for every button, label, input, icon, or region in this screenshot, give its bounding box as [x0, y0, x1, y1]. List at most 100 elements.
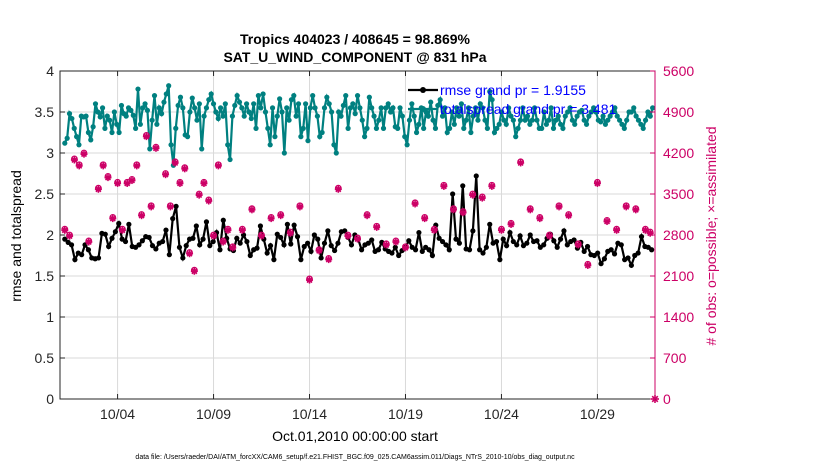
totalspread-point	[362, 134, 368, 140]
totalspread-point	[520, 105, 526, 111]
cross-stroke	[167, 203, 174, 210]
totalspread-point	[548, 105, 554, 111]
right-y-tick-label: 700	[663, 350, 687, 366]
rmse-point	[234, 235, 240, 241]
right-y-tick-label: 2100	[663, 268, 694, 284]
totalspread-point	[567, 105, 573, 111]
obs-assimilated-marker	[99, 162, 107, 170]
totalspread-point	[234, 93, 240, 99]
totalspread-point	[140, 105, 146, 111]
right-y-axis-label: # of obs: o=possible; ×=assimilated	[703, 126, 719, 345]
rmse-point	[109, 235, 115, 241]
totalspread-point	[69, 115, 75, 122]
totalspread-point	[583, 121, 590, 127]
totalspread-point	[565, 109, 571, 115]
x-tick-label: 10/04	[100, 406, 135, 422]
rmse-point	[551, 238, 557, 244]
rmse-point	[564, 242, 570, 248]
obs-assimilated-marker	[373, 223, 381, 231]
rmse-point	[122, 238, 129, 245]
obs-assimilated-marker	[248, 206, 256, 214]
totalspread-point	[243, 101, 250, 107]
totalspread-point	[522, 117, 528, 123]
totalspread-point	[366, 94, 372, 100]
cross-stroke	[100, 162, 107, 169]
totalspread-point	[616, 117, 623, 123]
rmse-point	[217, 247, 223, 253]
right-y-tick-label: 0	[663, 391, 671, 407]
rmse-point	[446, 247, 452, 253]
totalspread-point	[574, 113, 580, 119]
cross-stroke	[186, 250, 193, 257]
rmse-point	[116, 220, 122, 227]
cross-stroke	[229, 244, 236, 251]
obs-assimilated-marker	[459, 209, 467, 217]
totalspread-point	[128, 107, 134, 113]
cross-stroke	[335, 186, 342, 193]
obs-assimilated-marker	[325, 256, 333, 264]
cross-stroke	[172, 159, 179, 166]
totalspread-point	[527, 121, 533, 127]
cross-stroke	[205, 198, 212, 205]
obs-assimilated-marker	[128, 177, 136, 185]
totalspread-point	[104, 113, 110, 119]
x-tick-label: 10/19	[388, 406, 423, 422]
right-y-tick-label: 1400	[663, 309, 694, 325]
obs-assimilated-marker	[80, 150, 88, 158]
obs-assimilated-marker	[277, 212, 285, 220]
cross-stroke	[508, 221, 515, 228]
obs-assimilated-marker	[142, 133, 150, 141]
totalspread-point	[588, 109, 594, 115]
totalspread-point	[534, 117, 540, 123]
rmse-point	[352, 232, 358, 238]
obs-assimilated-marker	[114, 179, 122, 187]
rmse-point	[72, 257, 78, 263]
totalspread-point	[156, 105, 162, 111]
rmse-point	[85, 247, 92, 253]
rmse-point	[288, 241, 294, 247]
totalspread-point	[66, 111, 73, 117]
cross-stroke	[152, 145, 159, 152]
obs-assimilated-marker	[469, 191, 477, 199]
rmse-point	[453, 236, 459, 242]
totalspread-point	[118, 102, 125, 109]
obs-assimilated-marker	[306, 276, 314, 284]
left-y-tick-label: 2	[46, 227, 54, 243]
totalspread-point	[463, 117, 469, 123]
totalspread-point	[298, 134, 304, 140]
x-axis-label: Oct.01,2010 00:00:00 start	[272, 428, 438, 444]
totalspread-point	[90, 124, 96, 130]
rmse-point	[149, 243, 156, 249]
totalspread-point	[206, 97, 212, 103]
rmse-point	[160, 238, 166, 245]
cross-stroke	[109, 215, 116, 222]
totalspread-point	[284, 105, 290, 111]
totalspread-point	[586, 113, 592, 119]
rmse-point	[493, 238, 500, 245]
rmse-point	[102, 231, 108, 237]
totalspread-point	[503, 121, 509, 127]
rmse-point	[305, 240, 311, 246]
cross-stroke	[613, 227, 620, 234]
obs-assimilated-marker	[258, 232, 266, 240]
obs-assimilated-marker	[190, 267, 198, 275]
totalspread-point	[135, 86, 141, 92]
cross-stroke	[642, 227, 649, 234]
totalspread-point	[496, 121, 502, 127]
obs-assimilated-marker	[66, 232, 74, 240]
cross-stroke	[85, 239, 92, 246]
totalspread-point	[158, 111, 165, 117]
rmse-point	[649, 247, 655, 253]
obs-assimilated-marker	[70, 156, 78, 164]
totalspread-point	[260, 91, 266, 97]
cross-stroke	[114, 180, 121, 187]
totalspread-point	[253, 125, 259, 131]
rmse-point	[153, 246, 159, 252]
rmse-point	[541, 242, 547, 248]
cross-stroke	[80, 151, 88, 158]
obs-assimilated-marker	[526, 206, 534, 214]
totalspread-point	[550, 125, 557, 131]
obs-assimilated-marker	[214, 162, 222, 170]
rmse-point	[483, 244, 489, 250]
rmse-point	[301, 243, 307, 250]
